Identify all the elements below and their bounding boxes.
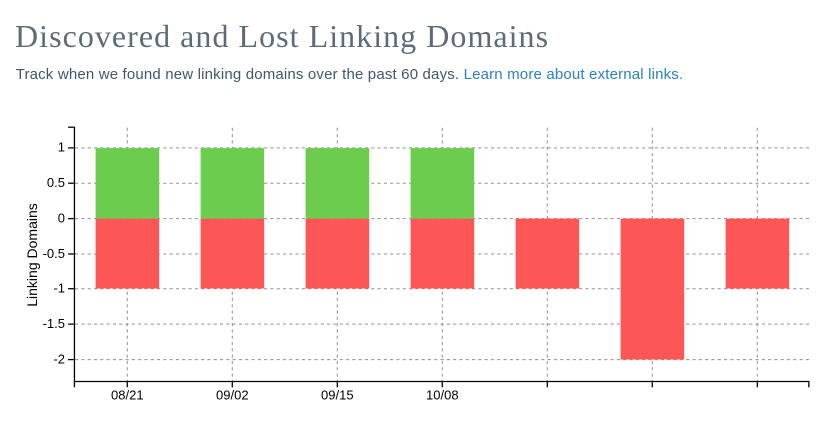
svg-text:-2: -2	[53, 351, 65, 366]
svg-text:08/21: 08/21	[111, 388, 144, 403]
svg-text:09/15: 09/15	[321, 388, 354, 403]
svg-text:-0.5: -0.5	[43, 246, 65, 261]
svg-text:1: 1	[58, 140, 65, 155]
svg-text:-1.5: -1.5	[43, 316, 65, 331]
svg-text:Linking Domains: Linking Domains	[24, 203, 40, 307]
svg-text:-1: -1	[53, 281, 65, 296]
svg-text:09/02: 09/02	[216, 388, 249, 403]
svg-text:0: 0	[58, 210, 65, 225]
svg-text:10/08: 10/08	[426, 388, 459, 403]
svg-text:0.5: 0.5	[47, 175, 65, 190]
